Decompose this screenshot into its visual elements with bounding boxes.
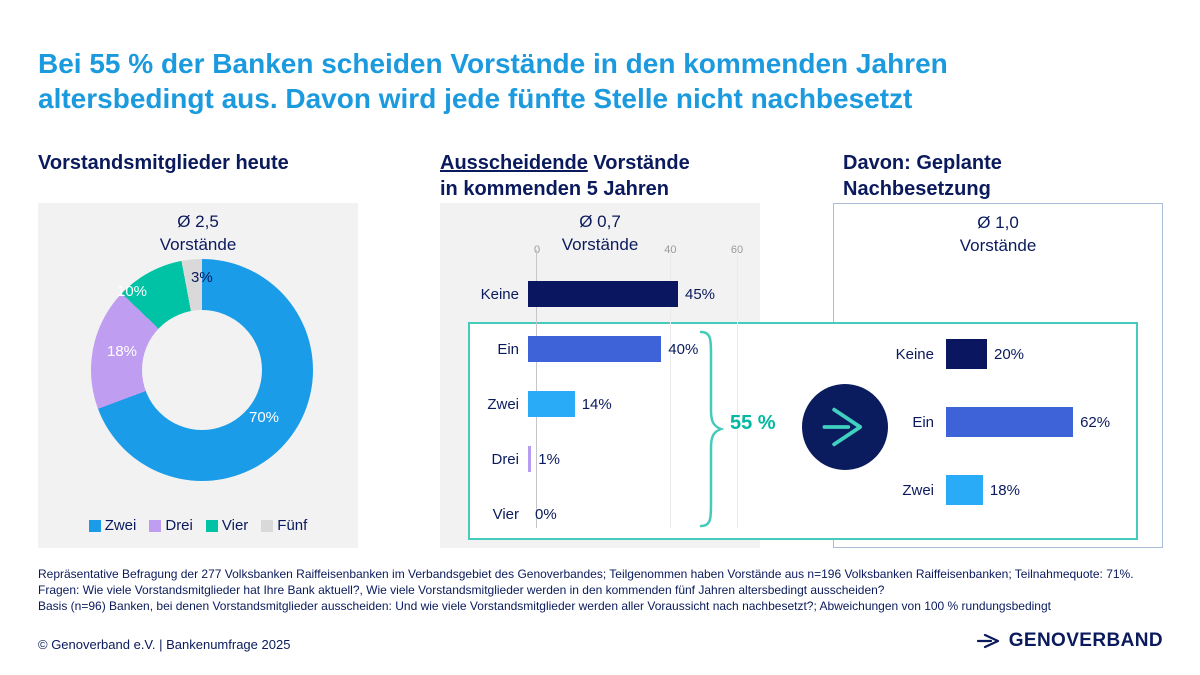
heading-departing-underlined: Ausscheidende xyxy=(440,152,588,174)
footnotes: Repräsentative Befragung der 277 Volksba… xyxy=(38,566,1168,614)
heading-departing-line2: in kommenden 5 Jahren xyxy=(440,178,669,200)
bar-row: Zwei 14% xyxy=(440,391,770,417)
bar-value-label: 1% xyxy=(538,450,560,468)
bar-value-label: 45% xyxy=(685,285,716,303)
brace-icon xyxy=(699,330,724,528)
donut-segment-label: 3% xyxy=(191,269,213,286)
legend-item: Drei xyxy=(149,517,193,534)
logo-text: GENOVERBAND xyxy=(1008,630,1163,651)
share-55-label: 55 % xyxy=(730,412,776,434)
axis-line-zero xyxy=(536,250,537,528)
avg-value: Ø 2,5 xyxy=(177,212,219,231)
bar-row: Vier 0% xyxy=(440,501,770,527)
donut-segment-label: 70% xyxy=(249,409,280,426)
legend-swatch xyxy=(149,519,162,532)
avg-unit: Vorstände xyxy=(959,236,1037,255)
genoverband-logo: GENOVERBAND xyxy=(976,630,1163,652)
heading-members-today: Vorstandsmitglieder heute xyxy=(38,152,289,174)
legend-label: Vier xyxy=(221,517,249,534)
footnote-line-3: Basis (n=96) Banken, bei denen Vorstands… xyxy=(38,599,1051,613)
bar-value-label: 40% xyxy=(668,340,699,358)
donut-legend: Zwei Drei Vier Fünf xyxy=(38,517,358,534)
bar xyxy=(946,475,983,505)
bar-value-label: 14% xyxy=(581,395,612,413)
bar-row: Ein 62% xyxy=(833,407,1163,437)
heading-replacement-line1: Davon: Geplante xyxy=(843,152,1002,174)
bar-value-label: 62% xyxy=(1080,413,1111,431)
copyright-text: © Genoverband e.V. | Bankenumfrage 2025 xyxy=(38,637,291,652)
footnote-line-2: Fragen: Wie viele Vorstandsmitglieder ha… xyxy=(38,583,885,597)
donut-hole xyxy=(142,310,262,430)
avg-members-today: Ø 2,5 Vorstände xyxy=(38,203,358,256)
bar-category-label: Zwei xyxy=(902,481,934,499)
donut-labels: 70% 18% 10% 3% xyxy=(91,259,313,481)
bar xyxy=(946,407,1074,437)
page-title-line2: altersbedingt aus. Davon wird jede fünft… xyxy=(38,83,913,114)
avg-value: Ø 0,7 xyxy=(579,212,621,231)
legend-label: Zwei xyxy=(104,517,137,534)
logo-arrow-icon xyxy=(976,633,999,649)
bar xyxy=(946,339,987,369)
avg-unit: Vorstände xyxy=(159,235,237,254)
avg-value: Ø 1,0 xyxy=(977,213,1019,232)
bar-value-label: 20% xyxy=(994,345,1025,363)
heading-departing: Ausscheidende Vorstände in kommenden 5 J… xyxy=(440,150,690,202)
donut-chart: 70% 18% 10% 3% xyxy=(91,259,313,481)
bar-category-label: Zwei xyxy=(487,395,519,413)
bar-value-label: 0% xyxy=(535,505,557,523)
heading-departing-rest: Vorstände xyxy=(587,152,690,174)
panel-members-today: Ø 2,5 Vorstände 70% 18% 10% 3% Zwei Drei Vier… xyxy=(38,203,358,548)
gridline-40 xyxy=(670,250,671,528)
bar-value-label: 18% xyxy=(989,481,1020,499)
legend-item: Fünf xyxy=(261,517,307,534)
donut-segment-label: 10% xyxy=(117,283,148,300)
right-bars: Keine 20% Ein 62% Zwei 18% xyxy=(833,339,1163,543)
legend-swatch xyxy=(205,519,218,532)
bar-category-label: Drei xyxy=(491,450,519,468)
avg-departing: Ø 0,7 Vorstände xyxy=(440,203,760,256)
bar-category-label: Ein xyxy=(912,413,934,431)
bar-row: Zwei 18% xyxy=(833,475,1163,505)
page-title: Bei 55 % der Banken scheiden Vorstände i… xyxy=(38,46,1158,116)
page-title-line1: Bei 55 % der Banken scheiden Vorstände i… xyxy=(38,48,948,79)
bar xyxy=(528,336,662,362)
right-arrow-icon xyxy=(822,407,863,447)
donut-segment-label: 18% xyxy=(107,343,138,360)
bar xyxy=(528,281,678,307)
footnote-line-1: Repräsentative Befragung der 277 Volksba… xyxy=(38,567,1134,581)
middle-bars: Keine 45% Ein 40% Zwei 14% Drei 1% Vier 0% xyxy=(440,281,770,556)
bar-row: Keine 20% xyxy=(833,339,1163,369)
legend-swatch xyxy=(261,519,274,532)
heading-replacement-line2: Nachbesetzung xyxy=(843,178,991,200)
bar-row: Drei 1% xyxy=(440,446,770,472)
avg-replacement: Ø 1,0 Vorstände xyxy=(834,204,1162,257)
heading-departing-line1: Ausscheidende Vorstände xyxy=(440,150,690,176)
legend-swatch xyxy=(88,519,101,532)
legend-label: Drei xyxy=(165,517,193,534)
heading-replacement: Davon: Geplante Nachbesetzung xyxy=(843,150,1002,202)
bar-row: Ein 40% xyxy=(440,336,770,362)
gridline-60 xyxy=(737,250,738,528)
bar-category-label: Ein xyxy=(497,340,519,358)
bar-category-label: Keine xyxy=(895,345,934,363)
legend-label: Fünf xyxy=(277,517,308,534)
bar-category-label: Keine xyxy=(480,285,519,303)
bar-row: Keine 45% xyxy=(440,281,770,307)
bar xyxy=(528,391,575,417)
legend-item: Zwei xyxy=(88,517,137,534)
bar-category-label: Vier xyxy=(492,505,519,523)
bar xyxy=(528,446,532,472)
avg-unit: Vorstände xyxy=(561,235,639,254)
x-axis-tick: 0 xyxy=(533,244,541,256)
arrow-circle xyxy=(802,384,888,470)
legend-item: Vier xyxy=(205,517,249,534)
